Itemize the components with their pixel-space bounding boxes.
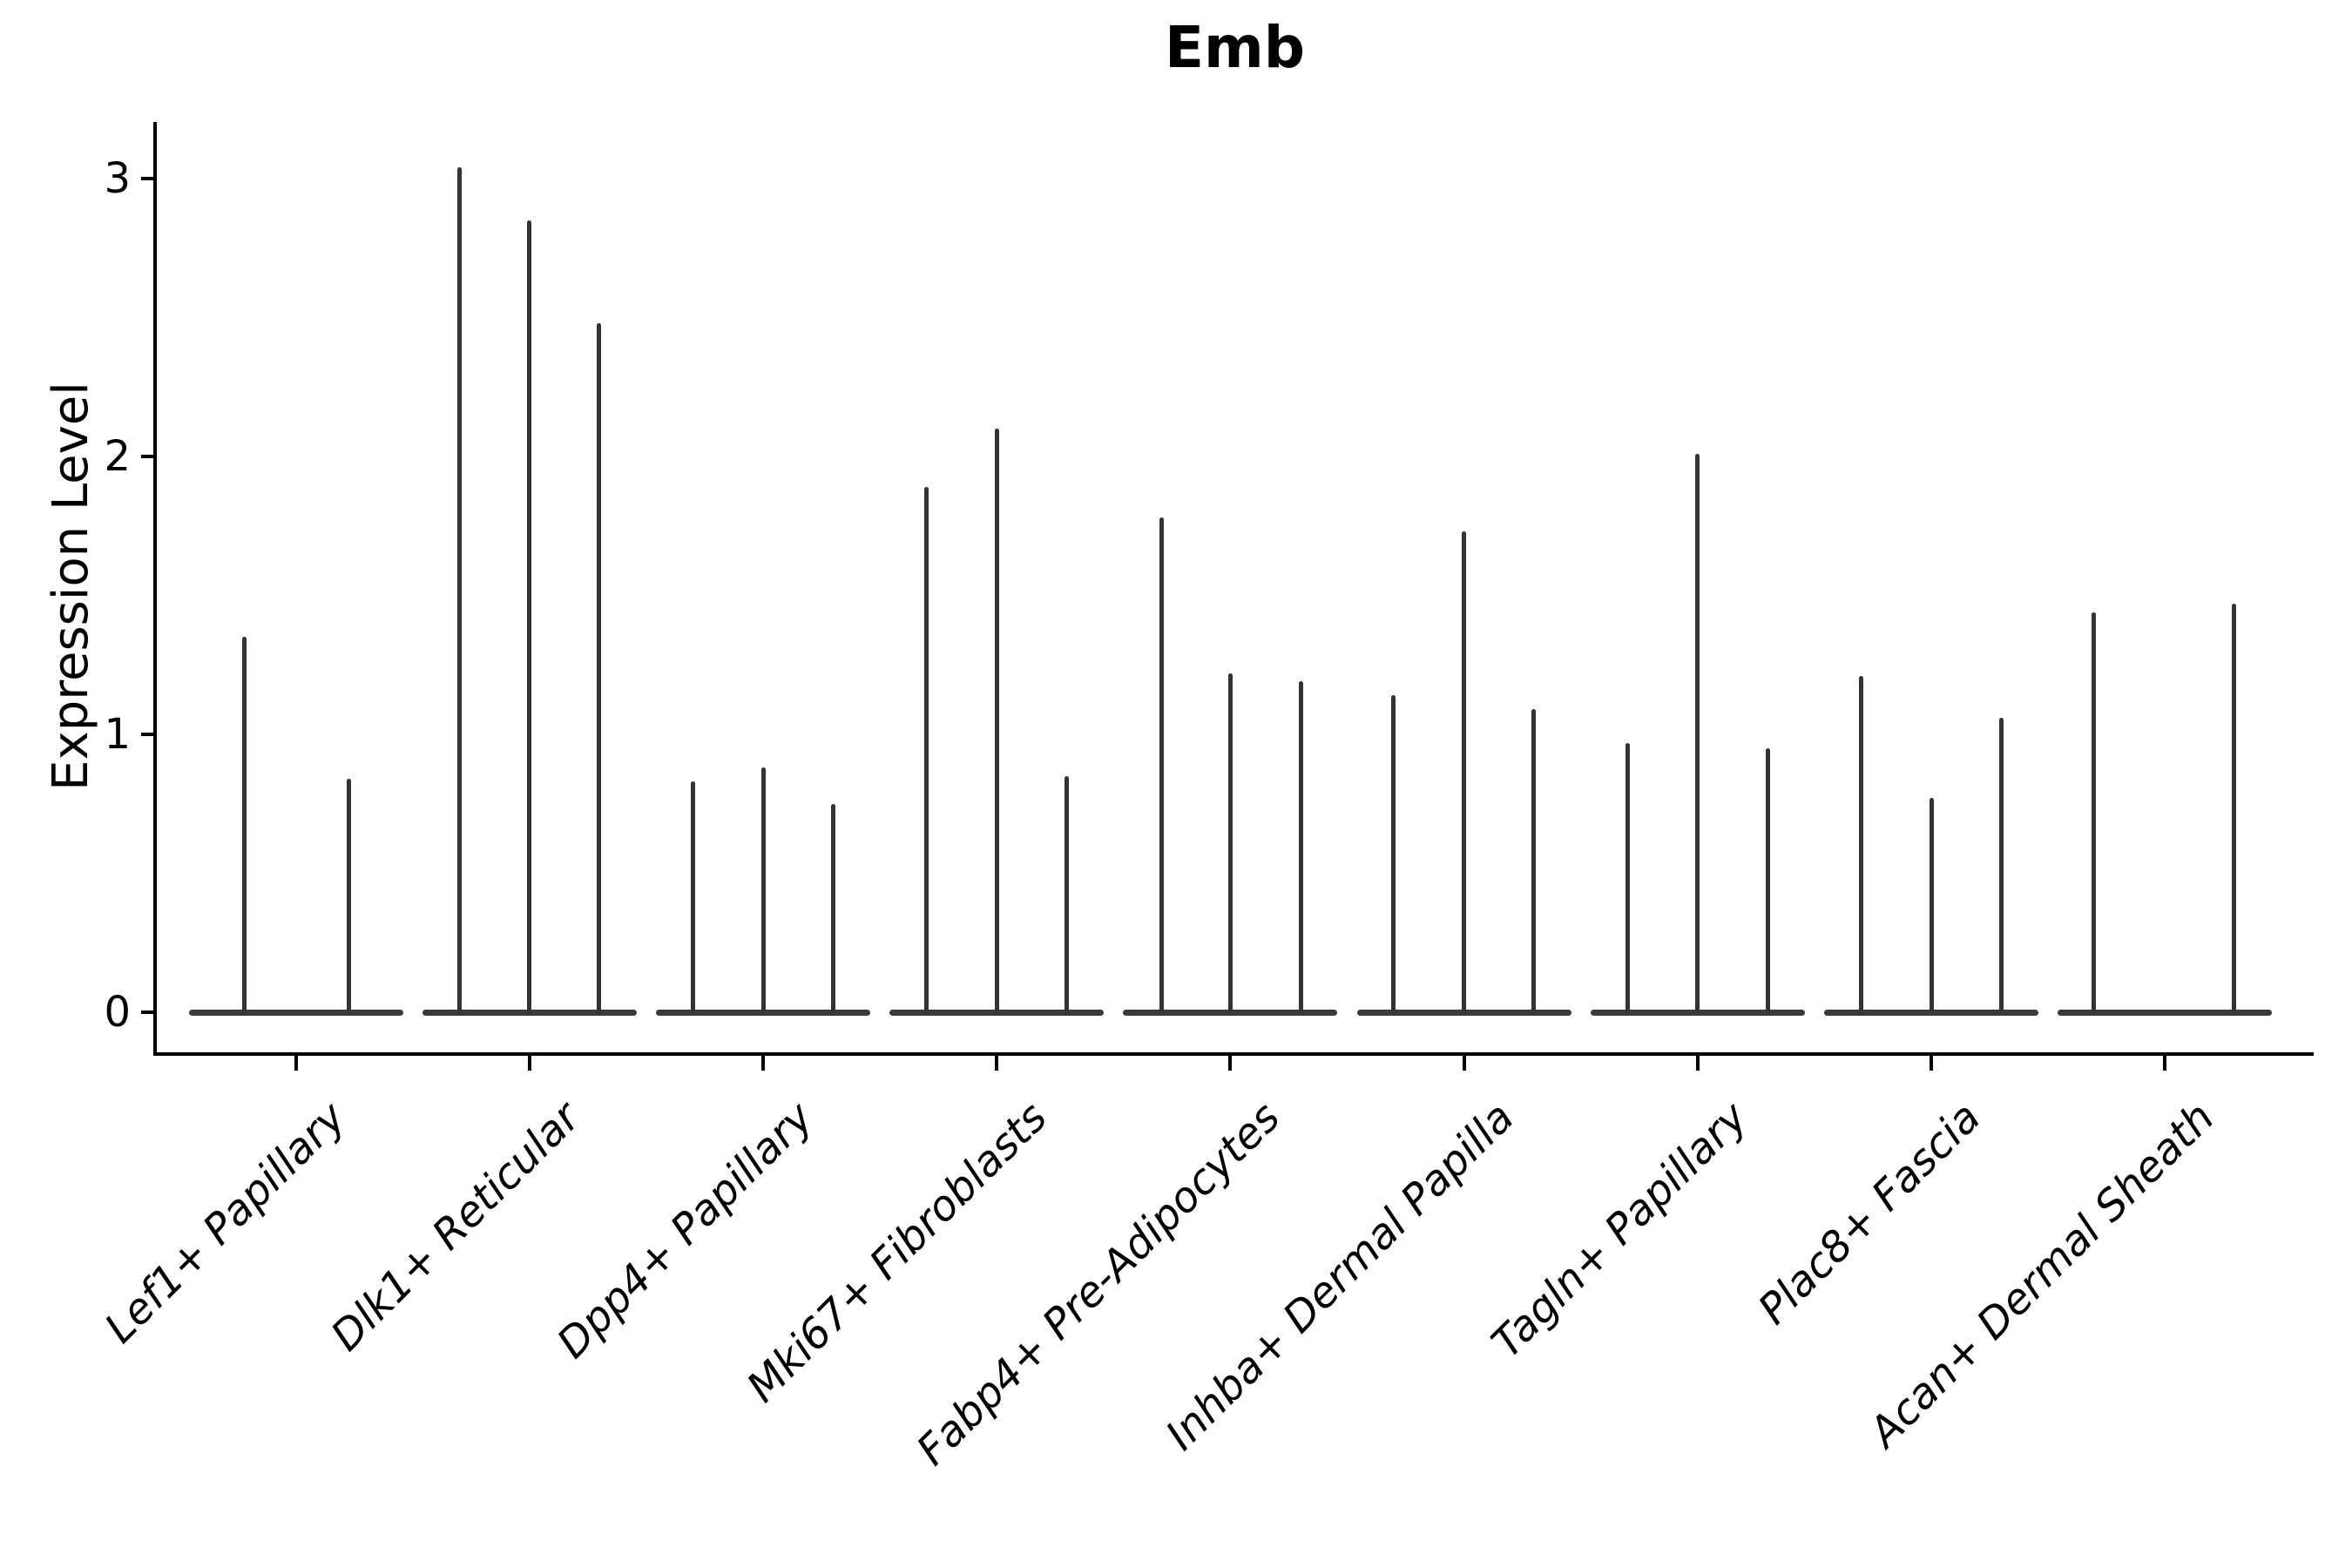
violin-spike bbox=[690, 781, 695, 1012]
chart-title: Emb bbox=[1164, 14, 1306, 81]
x-category-label: Tagln+ Papillary bbox=[1482, 1092, 1757, 1368]
violin-spike bbox=[2232, 604, 2237, 1012]
violin-spike bbox=[1930, 798, 1935, 1012]
violin-spike bbox=[596, 322, 601, 1012]
y-axis-label: Expression Level bbox=[43, 382, 99, 791]
violin-spike bbox=[1625, 742, 1631, 1012]
violin-spike bbox=[526, 220, 531, 1012]
violin-spike bbox=[241, 637, 247, 1012]
violin-spike bbox=[1695, 453, 1700, 1012]
x-category-label: Dlk1+ Reticular bbox=[321, 1092, 590, 1361]
violin-spike bbox=[2092, 612, 2097, 1012]
y-tick-label: 3 bbox=[104, 154, 131, 203]
violin-spike bbox=[1999, 717, 2004, 1012]
violin-spike bbox=[456, 167, 462, 1012]
violin-spike bbox=[923, 487, 929, 1012]
violin-spike bbox=[346, 779, 351, 1012]
y-tick bbox=[141, 1010, 154, 1014]
x-category-label: Lef1+ Papillary bbox=[96, 1092, 356, 1353]
x-tick bbox=[1462, 1056, 1466, 1071]
y-tick-label: 0 bbox=[104, 988, 131, 1037]
y-tick-label: 2 bbox=[104, 432, 131, 481]
x-tick bbox=[2162, 1056, 2166, 1071]
y-axis-spine bbox=[153, 122, 157, 1056]
violin-spike bbox=[1859, 676, 1864, 1012]
x-tick bbox=[1929, 1056, 1933, 1071]
violin-baseline bbox=[889, 1010, 1105, 1016]
violin-baseline bbox=[2057, 1010, 2272, 1016]
violin-spike bbox=[760, 767, 766, 1012]
x-category-label: Plac8+ Fascia bbox=[1749, 1092, 1990, 1335]
violin-spike bbox=[1227, 672, 1233, 1012]
violin-baseline bbox=[656, 1010, 871, 1016]
x-tick bbox=[1228, 1056, 1233, 1071]
violin-baseline bbox=[189, 1010, 403, 1016]
violin-baseline bbox=[422, 1010, 638, 1016]
y-tick bbox=[141, 177, 154, 180]
violin-spike bbox=[1766, 747, 1771, 1012]
y-tick-label: 1 bbox=[104, 710, 131, 759]
x-tick bbox=[528, 1056, 532, 1071]
y-tick bbox=[141, 455, 154, 458]
violin-spike bbox=[1298, 681, 1303, 1012]
violin-spike bbox=[830, 803, 835, 1012]
violin-baseline bbox=[1356, 1010, 1571, 1016]
x-tick bbox=[294, 1056, 298, 1071]
violin-spike bbox=[1391, 695, 1396, 1012]
violin-spike bbox=[1531, 709, 1536, 1012]
violin-spike bbox=[1064, 775, 1069, 1012]
x-tick bbox=[761, 1056, 766, 1071]
violin-baseline bbox=[1590, 1010, 1805, 1016]
violin-spike bbox=[994, 429, 999, 1012]
y-tick bbox=[141, 733, 154, 736]
x-axis-spine bbox=[153, 1052, 2314, 1056]
violin-baseline bbox=[1823, 1010, 2038, 1016]
x-category-label: Dpp4+ Papillary bbox=[547, 1092, 823, 1369]
violin-spike bbox=[1159, 517, 1164, 1012]
x-tick bbox=[995, 1056, 999, 1071]
violin-baseline bbox=[1123, 1010, 1338, 1016]
x-tick bbox=[1695, 1056, 1700, 1071]
violin-spike bbox=[1462, 531, 1466, 1012]
